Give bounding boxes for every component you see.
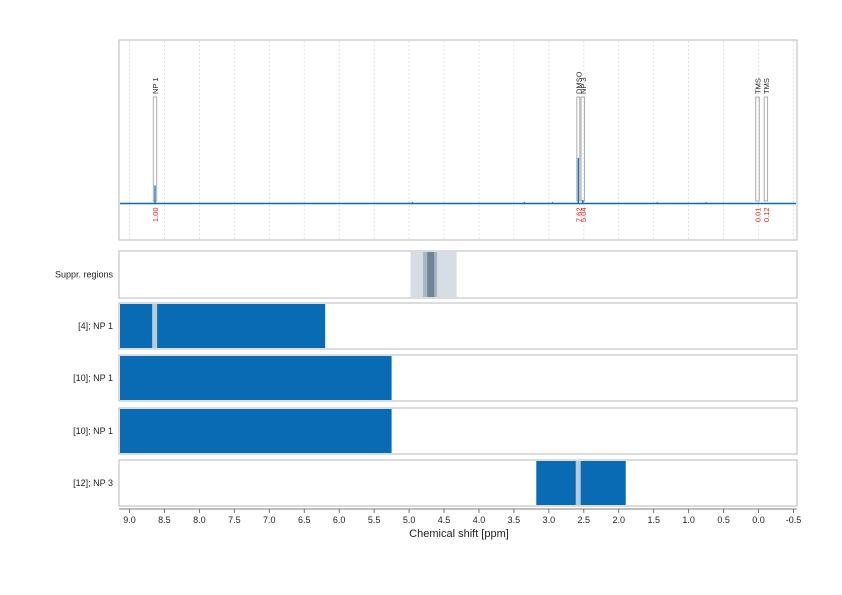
x-tick-label: 4.5 xyxy=(438,515,451,525)
x-tick-label: 2.5 xyxy=(578,515,591,525)
peak-box xyxy=(755,96,760,202)
peak-box xyxy=(763,96,769,202)
x-tick-label: 4.0 xyxy=(473,515,486,525)
region-label: [4]; NP 1 xyxy=(78,321,113,331)
x-tick-label: 3.5 xyxy=(508,515,521,525)
region-gap xyxy=(575,461,581,505)
integral-value: 1.00 xyxy=(151,208,160,223)
spectrum-panel: NP 1 1.00 DMSO 7.62 NP 3 5.04 TMS 0.01 TMS 0.12 xyxy=(118,39,798,241)
region-bar xyxy=(120,356,392,400)
region-label: [10]; NP 1 xyxy=(73,426,113,436)
x-tick-label: 7.0 xyxy=(263,515,276,525)
integral-value: 0.12 xyxy=(762,208,771,223)
x-tick-label: 5.0 xyxy=(403,515,416,525)
x-tick-label: 9.0 xyxy=(123,515,136,525)
integral-value: 0.01 xyxy=(754,208,763,223)
x-tick-label: 2.0 xyxy=(613,515,626,525)
spectrum-frame xyxy=(118,39,798,241)
suppression-label: Suppr. regions xyxy=(55,270,114,280)
x-tick-label: 1.0 xyxy=(682,515,695,525)
peak-label: NP 1 xyxy=(151,77,160,94)
x-tick-label: -0.5 xyxy=(786,515,802,525)
region-gap xyxy=(152,304,158,348)
region-bar xyxy=(120,409,392,453)
x-axis: 9.0 8.5 8.0 7.5 7.0 6.5 6.0 5.5 5.0 4.5 4.0 3.5 3.0 2… xyxy=(119,508,802,525)
x-tick-label: 8.5 xyxy=(158,515,171,525)
x-axis-label: Chemical shift [ppm] xyxy=(409,528,509,540)
region-bar xyxy=(120,304,326,348)
x-tick-label: 5.5 xyxy=(368,515,381,525)
peak-label: TMS xyxy=(762,78,771,94)
x-tick-label: 0.5 xyxy=(717,515,730,525)
x-tick-label: 6.5 xyxy=(298,515,311,525)
x-tick-label: 7.5 xyxy=(228,515,241,525)
integral-value: 5.04 xyxy=(579,208,588,223)
region-panels: [4]; NP 1 [10]; NP 1 [10]; NP 1 [12]; NP 3 xyxy=(73,302,798,507)
suppression-panel: Suppr. regions xyxy=(55,250,798,299)
x-tick-label: 1.5 xyxy=(647,515,660,525)
region-label: [10]; NP 1 xyxy=(73,373,113,383)
region-frame xyxy=(118,459,798,507)
x-tick-label: 3.0 xyxy=(543,515,556,525)
integral-value: 7.62 xyxy=(574,208,583,223)
region-label: [12]; NP 3 xyxy=(73,478,113,488)
suppression-frame xyxy=(118,250,798,299)
x-tick-label: 8.0 xyxy=(193,515,206,525)
x-tick-label: 0.0 xyxy=(752,515,765,525)
peak-label: NP 3 xyxy=(579,77,588,94)
suppression-core-band xyxy=(427,252,435,297)
peak-label: DMSO xyxy=(574,71,583,94)
peak-label: TMS xyxy=(754,78,763,94)
x-tick-label: 6.0 xyxy=(333,515,346,525)
region-bar xyxy=(536,461,626,505)
